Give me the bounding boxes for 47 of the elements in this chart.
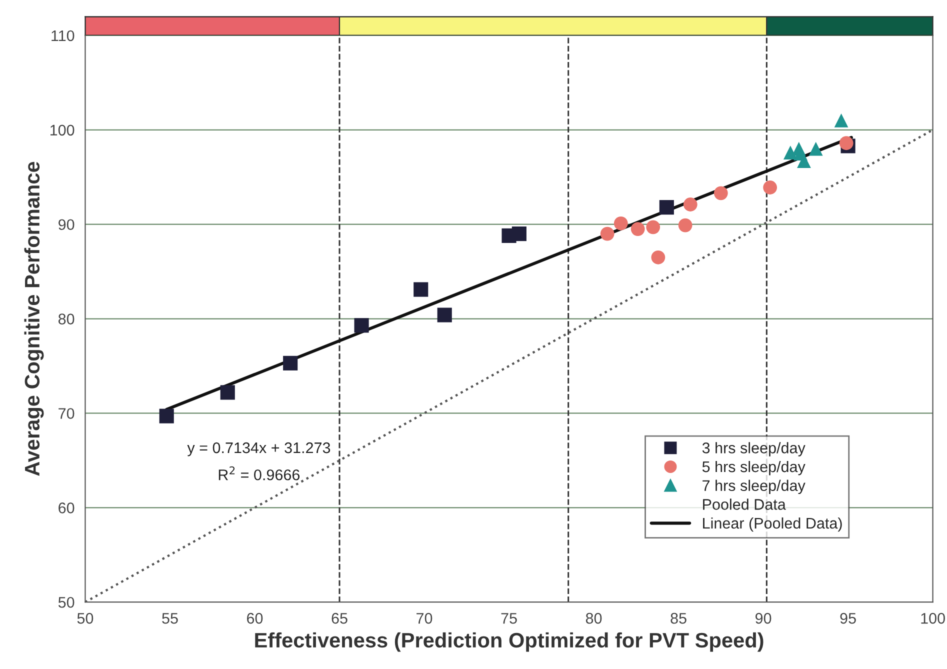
text: Pooled Data	[703, 498, 786, 510]
point	[808, 142, 823, 156]
y-tick-label: 60	[58, 502, 74, 514]
point	[839, 136, 854, 150]
legend-label: 5 hrs sleep/day	[702, 460, 806, 476]
y-tick-label: 70	[58, 408, 74, 419]
y-axis-title: Average Cognitive Performance	[24, 162, 44, 476]
point	[630, 222, 645, 236]
legend-label: 3 hrs sleep/day	[702, 442, 806, 456]
y-tick-label: 100	[50, 124, 74, 136]
point	[763, 180, 778, 194]
point	[651, 250, 666, 264]
point	[283, 356, 298, 370]
annotation: y = 0.7134x + 31.273	[187, 442, 330, 456]
legend-label: 7 hrs sleep/day	[702, 480, 806, 494]
x-tick-label: 50	[77, 612, 94, 624]
x-tick-label: 90	[756, 612, 772, 624]
x-tick-label: 85	[670, 612, 686, 624]
x-tick-label: 95	[840, 612, 856, 624]
point	[600, 226, 614, 241]
x-tick-label: 75	[501, 613, 517, 624]
y-tick-label: 110	[52, 30, 74, 42]
point	[614, 216, 628, 230]
point	[512, 226, 526, 242]
legend-label: Linear (Pooled Data)	[703, 517, 842, 532]
point	[834, 114, 848, 128]
point	[414, 282, 428, 297]
x-tick-label: 60	[247, 612, 263, 624]
point	[220, 385, 235, 400]
point	[159, 408, 174, 424]
x-tick-label: 80	[586, 612, 602, 624]
x-tick-label: 100	[921, 612, 945, 624]
y-tick-label: 90	[58, 219, 74, 230]
y-tick-label: 50	[58, 596, 74, 608]
point	[659, 200, 674, 215]
point	[354, 318, 369, 333]
x-tick-label: 55	[162, 613, 178, 624]
point	[678, 218, 692, 232]
annotation: R$^{2}$ = 0.9666	[218, 466, 300, 480]
x-tick-label: 65	[332, 612, 348, 624]
point	[683, 198, 698, 212]
point	[437, 308, 452, 322]
x-tick-label: 70	[416, 612, 432, 624]
x-axis-title: Effectiveness (Prediction Optimized for PVT Speed)	[255, 632, 764, 652]
point	[646, 220, 660, 234]
y-tick-label: 80	[58, 314, 74, 324]
point	[714, 186, 728, 200]
